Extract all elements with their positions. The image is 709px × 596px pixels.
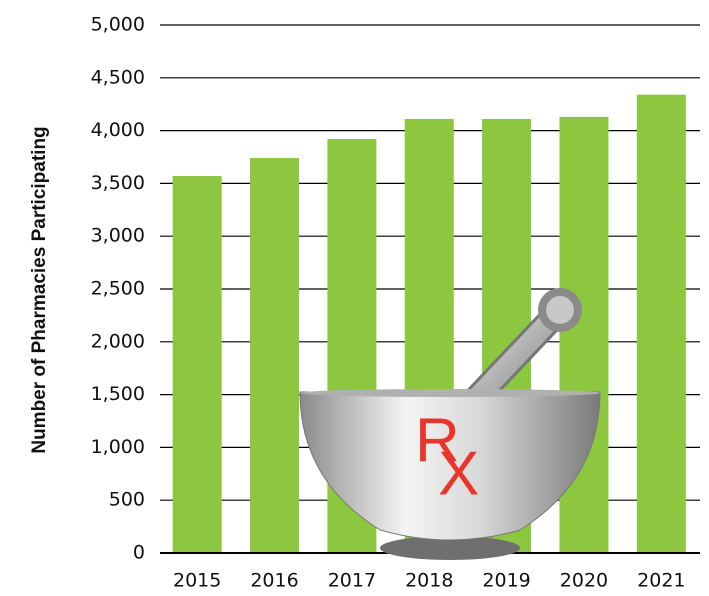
- y-tick-label: 2,000: [91, 330, 145, 352]
- chart: 0 500 1,000 1,500 2,000 2,500 3,000 3,500 4,000 4…: [0, 0, 709, 596]
- x-tick-label: 2019: [482, 570, 530, 592]
- y-tick-label: 4,000: [91, 119, 145, 141]
- y-tick-label: 2,500: [91, 278, 145, 300]
- x-tick-label: 2016: [250, 570, 298, 592]
- y-tick-label: 4,500: [91, 66, 145, 88]
- y-tick-label: 0: [133, 542, 145, 564]
- pestle-end-inner: [546, 296, 574, 324]
- x-tick-label: 2017: [328, 570, 376, 592]
- x-tick-label: 2021: [637, 570, 685, 592]
- mortar-rim: [300, 389, 600, 397]
- y-tick-label: 3,500: [91, 172, 145, 194]
- y-tick-label: 1,500: [91, 383, 145, 405]
- y-tick-label: 500: [109, 489, 145, 511]
- bar: [637, 95, 686, 553]
- y-tick-label: 3,000: [91, 225, 145, 247]
- x-tick-label: 2020: [560, 570, 608, 592]
- x-tick-label: 2015: [173, 570, 221, 592]
- y-tick-label: 5,000: [91, 14, 145, 36]
- rx-letter: X: [438, 439, 479, 508]
- bar: [173, 176, 222, 553]
- bar: [250, 158, 299, 553]
- y-axis-label: Number of Pharmacies Participating: [29, 126, 50, 453]
- x-tick-label: 2018: [405, 570, 453, 592]
- y-tick-label: 1,000: [91, 436, 145, 458]
